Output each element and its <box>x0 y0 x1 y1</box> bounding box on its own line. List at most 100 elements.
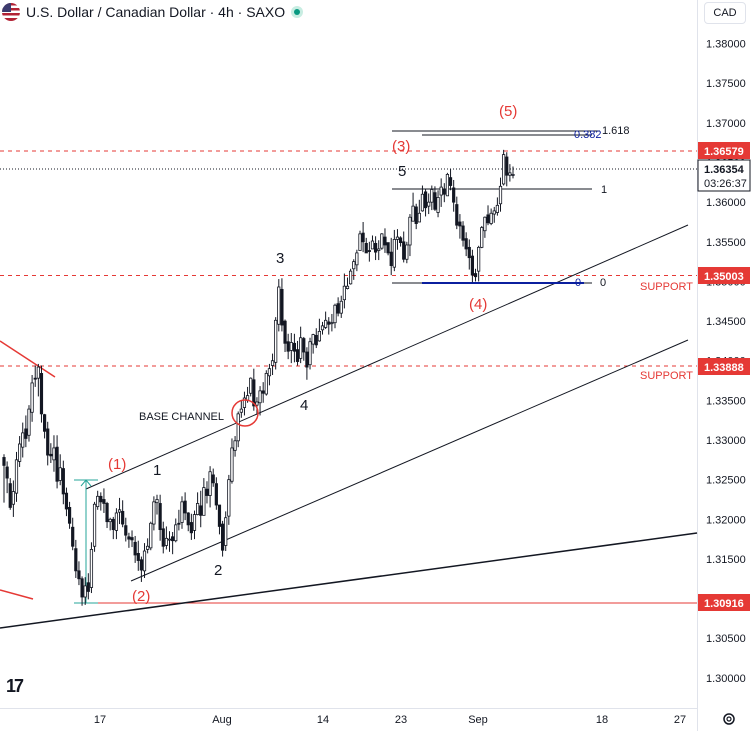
candle[interactable] <box>61 460 65 505</box>
candle[interactable] <box>473 268 478 282</box>
candle[interactable] <box>358 230 362 251</box>
candle[interactable] <box>502 149 506 186</box>
candle[interactable] <box>99 492 103 511</box>
candle[interactable] <box>205 481 209 504</box>
candle[interactable] <box>277 279 281 332</box>
candle[interactable] <box>492 206 496 223</box>
candle[interactable] <box>242 391 247 416</box>
candle[interactable] <box>8 478 12 510</box>
candle[interactable] <box>305 347 309 380</box>
candle[interactable] <box>189 513 193 540</box>
candle[interactable] <box>261 382 265 403</box>
candle[interactable] <box>217 504 222 535</box>
candle[interactable] <box>202 478 206 516</box>
candle[interactable] <box>320 321 325 335</box>
candle[interactable] <box>324 311 328 330</box>
candle[interactable] <box>455 196 459 230</box>
candle[interactable] <box>439 178 443 207</box>
candle[interactable] <box>130 530 134 548</box>
candle[interactable] <box>152 496 156 531</box>
candle[interactable] <box>192 510 197 540</box>
candle[interactable] <box>142 543 147 578</box>
candle[interactable] <box>267 363 272 386</box>
candle[interactable] <box>292 333 297 363</box>
candle[interactable] <box>236 411 240 448</box>
candle[interactable] <box>258 386 262 416</box>
candle[interactable] <box>433 186 437 211</box>
candle[interactable] <box>339 295 343 318</box>
candle[interactable] <box>414 203 418 230</box>
candle[interactable] <box>411 192 415 222</box>
candle[interactable] <box>71 517 75 551</box>
candle[interactable] <box>464 232 468 257</box>
candle[interactable] <box>58 454 62 486</box>
candle[interactable] <box>448 168 453 191</box>
candle[interactable] <box>342 273 346 309</box>
candle[interactable] <box>380 233 384 250</box>
candle[interactable] <box>489 208 493 226</box>
candle[interactable] <box>208 466 212 508</box>
candle[interactable] <box>114 508 119 540</box>
candle[interactable] <box>33 365 37 387</box>
candle[interactable] <box>361 221 365 253</box>
candle[interactable] <box>445 172 450 197</box>
candle[interactable] <box>355 249 359 272</box>
candle[interactable] <box>149 521 153 551</box>
candle[interactable] <box>121 500 125 528</box>
candle[interactable] <box>270 353 275 376</box>
candle[interactable] <box>308 337 312 370</box>
candle[interactable] <box>295 340 300 366</box>
candle[interactable] <box>108 517 112 531</box>
candle[interactable] <box>392 229 396 272</box>
candle[interactable] <box>136 540 140 571</box>
candle[interactable] <box>239 400 243 418</box>
candle[interactable] <box>430 185 434 211</box>
candle[interactable] <box>311 333 315 354</box>
candle[interactable] <box>336 297 340 317</box>
candle[interactable] <box>49 443 53 464</box>
candle[interactable] <box>255 397 259 415</box>
candle[interactable] <box>42 413 47 439</box>
candle[interactable] <box>224 511 228 552</box>
candle[interactable] <box>402 231 406 263</box>
candle[interactable] <box>352 259 356 280</box>
candle[interactable] <box>408 214 412 257</box>
candle[interactable] <box>230 438 234 484</box>
candle[interactable] <box>55 435 59 489</box>
candle[interactable] <box>374 236 378 261</box>
candle[interactable] <box>249 377 253 397</box>
candle[interactable] <box>14 451 19 502</box>
candle[interactable] <box>80 576 84 606</box>
candle[interactable] <box>11 480 15 517</box>
candle[interactable] <box>480 225 484 249</box>
candle[interactable] <box>227 474 231 525</box>
candle[interactable] <box>30 375 34 422</box>
candle[interactable] <box>395 229 400 250</box>
candle[interactable] <box>505 152 509 187</box>
candle[interactable] <box>370 235 375 250</box>
candle[interactable] <box>283 319 287 353</box>
candle[interactable] <box>367 241 371 262</box>
candle[interactable] <box>452 179 456 212</box>
candle[interactable] <box>299 326 303 364</box>
candle[interactable] <box>174 518 178 543</box>
candle[interactable] <box>164 526 168 550</box>
candle[interactable] <box>286 333 290 360</box>
candle[interactable] <box>333 303 337 329</box>
candle[interactable] <box>498 177 503 212</box>
candle[interactable] <box>420 185 425 212</box>
candle[interactable] <box>21 422 25 458</box>
candle[interactable] <box>139 556 143 582</box>
candle[interactable] <box>264 370 268 396</box>
candle[interactable] <box>92 501 97 552</box>
candle[interactable] <box>133 535 137 563</box>
candle[interactable] <box>52 435 56 472</box>
candle[interactable] <box>495 197 499 216</box>
candle[interactable] <box>233 436 237 457</box>
candle[interactable] <box>167 531 172 552</box>
candle[interactable] <box>183 492 187 521</box>
candle[interactable] <box>102 488 106 513</box>
candle[interactable] <box>461 221 465 247</box>
candle[interactable] <box>117 497 122 525</box>
candle[interactable] <box>155 494 159 515</box>
